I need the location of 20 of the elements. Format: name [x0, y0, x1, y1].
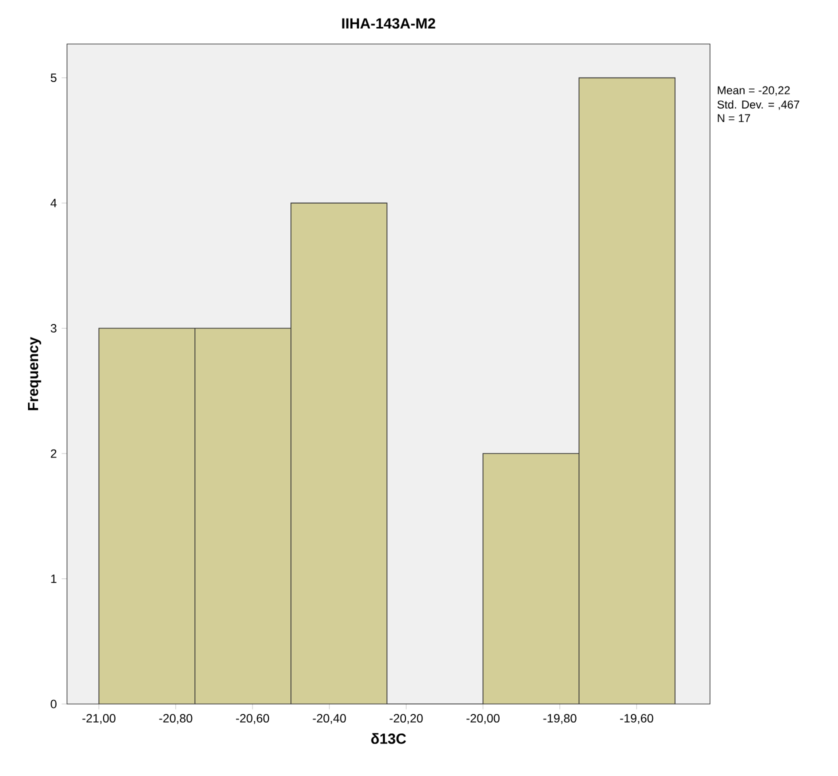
x-tick-label: -20,40	[312, 714, 346, 724]
x-tick-label: -20,00	[466, 714, 500, 724]
x-tick-label: -20,60	[236, 714, 270, 724]
x-tick-label: -20,80	[159, 714, 192, 724]
x-tick-label: -19,60	[620, 714, 654, 724]
x-axis-title: δ13C	[371, 733, 406, 744]
text: N = 17	[718, 114, 750, 122]
y-tick-label: 3	[50, 324, 56, 333]
x-tick-label: -20,20	[390, 714, 423, 724]
y-axis-title: Frequency	[28, 336, 42, 410]
text: Mean = -20,22	[718, 86, 790, 96]
x-tick-label: -21,00	[82, 714, 116, 724]
y-tick-label: 1	[51, 574, 56, 583]
x-tick-label: -19,80	[543, 714, 576, 724]
chart-title: IIHA-143A-M2	[342, 18, 436, 29]
y-tick-label: 5	[50, 74, 56, 82]
y-tick-label: 4	[50, 198, 57, 208]
text: Std. Dev. = ,467	[717, 100, 800, 110]
y-tick-label: 2	[50, 449, 56, 458]
y-tick-label: 0	[50, 700, 56, 708]
